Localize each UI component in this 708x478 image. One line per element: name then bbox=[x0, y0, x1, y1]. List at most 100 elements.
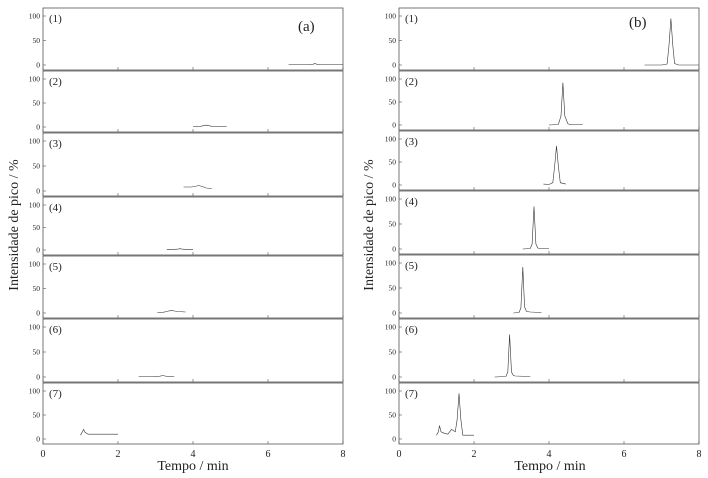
y-tick-label: 50 bbox=[389, 348, 397, 357]
y-axis-label-b: Intensidade de pico / % bbox=[362, 159, 377, 291]
chromatogram-trace bbox=[543, 145, 566, 185]
subplot-frame bbox=[42, 70, 344, 133]
y-tick-label: 0 bbox=[392, 61, 396, 70]
subplot-frame bbox=[398, 190, 700, 255]
subplot-frame bbox=[398, 7, 700, 71]
y-tick-label: 0 bbox=[36, 187, 40, 196]
series-label: (3) bbox=[49, 138, 62, 150]
chromatogram-trace bbox=[138, 375, 175, 377]
series-label: (1) bbox=[405, 13, 418, 25]
y-tick-label: 100 bbox=[29, 201, 41, 210]
y-tick-label: 100 bbox=[385, 135, 397, 144]
series-label: (5) bbox=[405, 260, 418, 272]
subplot-a-3: 0 50 100 (3) bbox=[29, 132, 344, 197]
subplot-frame bbox=[398, 130, 700, 191]
series-label: (6) bbox=[49, 324, 62, 336]
subplot-frame bbox=[398, 318, 700, 383]
subplot-a-7: 0 50 100 (7) bbox=[29, 382, 344, 445]
chromatogram-trace bbox=[157, 310, 186, 313]
y-axis-label-a: Intensidade de pico / % bbox=[7, 159, 22, 291]
y-tick-label: 50 bbox=[33, 162, 41, 171]
y-tick-label: 0 bbox=[36, 61, 40, 70]
y-tick-label: 50 bbox=[33, 411, 41, 420]
subplot-b-5: 0 50 100 (5) bbox=[385, 254, 700, 319]
chromatogram-trace bbox=[436, 393, 474, 436]
subplot-a-6: 0 50 100 (6) bbox=[29, 318, 344, 383]
y-tick-label: 50 bbox=[389, 98, 397, 107]
subplot-a-1: 0 50 100 (1) bbox=[29, 7, 344, 71]
x-tick-label: 2 bbox=[116, 449, 121, 460]
y-tick-label: 50 bbox=[389, 284, 397, 293]
y-tick-label: 0 bbox=[392, 435, 396, 444]
series-label: (7) bbox=[405, 388, 418, 400]
panel-label-b: (b) bbox=[629, 15, 647, 31]
y-tick-label: 50 bbox=[389, 220, 397, 229]
subplot-a-4: 0 50 100 (4) bbox=[29, 196, 344, 256]
series-label: (6) bbox=[405, 324, 418, 336]
x-tick-label: 0 bbox=[397, 449, 402, 460]
panel-label-a: (a) bbox=[298, 19, 315, 35]
y-tick-label: 50 bbox=[389, 158, 397, 167]
y-tick-label: 0 bbox=[392, 245, 396, 254]
y-tick-label: 50 bbox=[33, 348, 41, 357]
y-tick-label: 0 bbox=[36, 435, 40, 444]
x-tick-label: 4 bbox=[191, 449, 196, 460]
y-tick-label: 100 bbox=[29, 137, 41, 146]
chromatogram-trace bbox=[644, 18, 699, 66]
x-tick-label: 8 bbox=[697, 449, 702, 460]
y-tick-label: 0 bbox=[36, 309, 40, 318]
y-tick-label: 50 bbox=[389, 36, 397, 45]
series-label: (4) bbox=[405, 196, 418, 208]
subplot-a-2: 0 50 100 (2) bbox=[29, 70, 344, 133]
y-tick-label: 0 bbox=[392, 309, 396, 318]
y-tick-label: 100 bbox=[29, 12, 41, 21]
y-tick-label: 100 bbox=[29, 75, 41, 84]
chromatogram-trace bbox=[192, 124, 227, 127]
chromatogram-trace bbox=[80, 428, 118, 436]
chromatogram-trace bbox=[288, 63, 343, 65]
series-label: (5) bbox=[49, 261, 62, 273]
x-tick-label: 2 bbox=[472, 449, 477, 460]
subplot-frame bbox=[42, 7, 344, 71]
y-tick-label: 50 bbox=[33, 223, 41, 232]
series-label: (7) bbox=[49, 388, 62, 400]
y-tick-label: 100 bbox=[385, 323, 397, 332]
y-tick-label: 100 bbox=[385, 259, 397, 268]
x-tick-label: 6 bbox=[266, 449, 271, 460]
chromatogram-trace bbox=[494, 334, 531, 378]
subplot-frame bbox=[42, 255, 344, 319]
subplot-b-6: 0 50 100 (6) bbox=[385, 318, 700, 383]
y-tick-label: 0 bbox=[392, 121, 396, 130]
subplot-a-5: 0 50 100 (5) bbox=[29, 255, 344, 319]
chromatogram-trace bbox=[166, 248, 194, 250]
series-label: (1) bbox=[49, 13, 62, 25]
y-tick-label: 0 bbox=[36, 373, 40, 382]
y-tick-label: 100 bbox=[29, 323, 41, 332]
y-tick-label: 100 bbox=[385, 12, 397, 21]
y-tick-label: 100 bbox=[29, 387, 41, 396]
y-tick-label: 0 bbox=[36, 123, 40, 132]
series-label: (4) bbox=[49, 202, 62, 214]
subplot-frame bbox=[42, 196, 344, 256]
x-tick-label: 0 bbox=[41, 449, 46, 460]
y-tick-label: 100 bbox=[29, 260, 41, 269]
y-tick-label: 0 bbox=[392, 181, 396, 190]
y-tick-label: 0 bbox=[392, 373, 396, 382]
x-axis-label-b: Tempo / min bbox=[514, 459, 585, 474]
y-tick-label: 0 bbox=[36, 246, 40, 255]
subplot-frame bbox=[42, 318, 344, 383]
subplot-b-3: 0 50 100 (3) bbox=[385, 130, 700, 191]
subplot-b-2: 0 50 100 (2) bbox=[385, 70, 700, 131]
series-label: (3) bbox=[405, 136, 418, 148]
subplot-frame bbox=[42, 382, 344, 445]
y-tick-label: 100 bbox=[385, 195, 397, 204]
series-label: (2) bbox=[49, 76, 62, 88]
series-label: (2) bbox=[405, 76, 418, 88]
y-tick-label: 100 bbox=[385, 387, 397, 396]
subplot-frame bbox=[398, 254, 700, 319]
subplot-frame bbox=[398, 382, 700, 445]
x-axis-label-a: Tempo / min bbox=[157, 459, 228, 474]
subplot-b-4: 0 50 100 (4) bbox=[385, 190, 700, 255]
y-tick-label: 100 bbox=[385, 75, 397, 84]
